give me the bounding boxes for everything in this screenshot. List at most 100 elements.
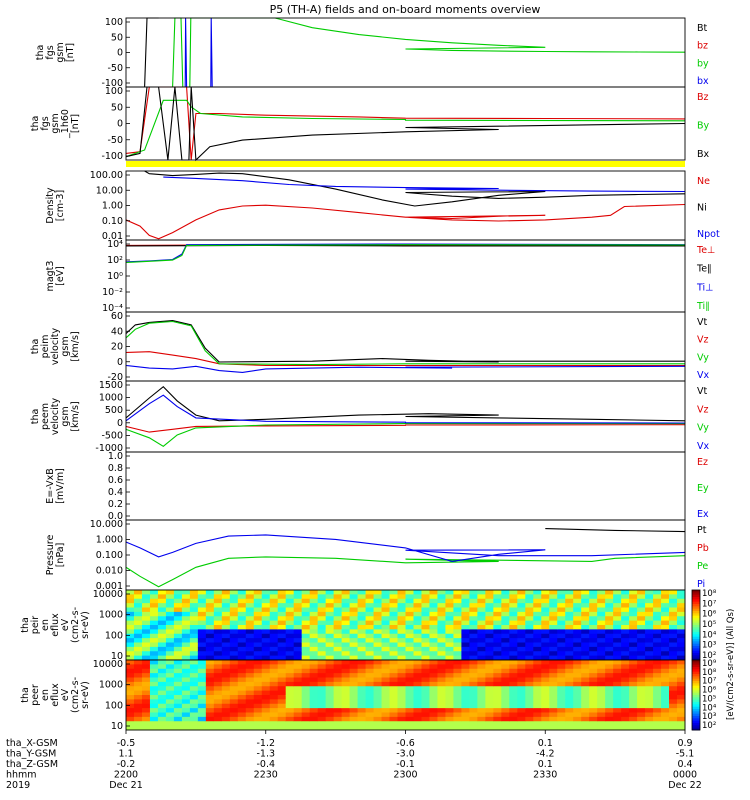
y-axis-label: eV (60, 688, 71, 701)
x-tick-label: 0.1 (538, 759, 553, 770)
y-tick-label: 1.0 (108, 451, 123, 462)
y-tick-label: -100 (101, 78, 123, 89)
x-tick-label: 2230 (254, 770, 278, 781)
y-axis-label: _1h60 (60, 109, 71, 139)
y-tick-label: 0.8 (108, 463, 123, 474)
colorbar-tick-label: 10⁴ (702, 703, 717, 713)
series-ti--line (125, 243, 686, 263)
y-axis-label: [cm-3] (55, 190, 66, 221)
legend-vx: Vx (697, 441, 709, 452)
legend-vz: Vz (697, 404, 709, 415)
y-tick-label: 10.00 (96, 185, 123, 196)
x-tick-label: -3.0 (396, 749, 415, 760)
panel-frame (125, 86, 686, 161)
colorbar-tick-label: 10⁵ (702, 620, 716, 630)
x-row-label: hhmm (6, 770, 37, 781)
legend-pe: Pe (697, 561, 708, 572)
legend-pt: Pt (697, 525, 707, 536)
y-tick-label: 0.2 (108, 499, 123, 510)
y-tick-label: 10.000 (90, 519, 123, 530)
colorbar-tick-label: 10⁷ (702, 599, 717, 609)
y-axis-label: eV (60, 618, 71, 631)
colorbar-label: [eV/(cm2-s-sr-eV)] (All Qs) (726, 609, 736, 720)
legend-ey: Ey (697, 483, 709, 494)
y-axis-label: (cm2-s- (70, 677, 81, 713)
colorbar-tick-label: 10⁶ (702, 610, 717, 620)
series-bt-line (144, 17, 159, 88)
colorbar-tick-label: 10⁵ (702, 694, 716, 704)
y-axis-label: sr-eV) (80, 681, 91, 709)
y-tick-label: -1000 (95, 443, 123, 454)
y-axis-label: gsm (55, 42, 66, 62)
series-bx-line (125, 86, 686, 162)
legend-vt: Vt (697, 317, 707, 328)
spectrogram-ion (126, 590, 686, 661)
legend-te-: Te⊥ (696, 245, 715, 256)
y-axis-label: magt3 (45, 261, 56, 292)
panel-frame (125, 170, 686, 241)
y-tick-label: 0.100 (96, 550, 123, 561)
y-tick-label: 10000 (93, 589, 123, 600)
y-axis-label: [nT] (65, 43, 76, 62)
y-tick-label: -500 (101, 430, 123, 441)
x-tick-label: 0000 (673, 770, 697, 781)
y-axis-label: gsm (60, 336, 71, 356)
y-tick-label: 1.00 (102, 201, 123, 212)
y-tick-label: 10² (107, 255, 123, 266)
y-tick-label: 0.010 (96, 566, 123, 577)
panel-frame (125, 311, 686, 382)
series-bz-line (125, 86, 686, 161)
x-tick-label: -5.1 (676, 749, 695, 760)
y-tick-label: 0 (117, 119, 123, 130)
y-tick-label: 500 (105, 405, 123, 416)
y-axis-label: tha (20, 617, 31, 633)
y-tick-label: -50 (107, 135, 123, 146)
y-axis-label: velocity (50, 398, 61, 436)
legend-ne: Ne (697, 176, 710, 187)
x-row-label: tha_Y-GSM (6, 749, 56, 760)
y-axis-label: gsm (60, 406, 71, 426)
x-tick-label: 2330 (533, 770, 557, 781)
y-axis-label: eflux (50, 683, 61, 707)
series-vx-line (125, 394, 686, 424)
y-axis-label: [nT] (70, 114, 81, 133)
series-vy-line (125, 423, 685, 447)
y-tick-label: 1500 (99, 380, 123, 391)
y-axis-label: fgs (45, 45, 56, 59)
spectrogram-electron (126, 660, 686, 731)
series-vt-line (125, 385, 686, 422)
y-axis-label: tha (30, 339, 41, 355)
legend-bz: bz (697, 41, 708, 52)
y-tick-label: -100 (101, 151, 123, 162)
y-tick-label: 100 (105, 700, 123, 711)
y-tick-label: 0.001 (96, 581, 123, 592)
y-tick-label: 0 (117, 357, 123, 368)
panel-2: 100 50 0 -50 -100 tha fgs gsm _1h60 [nT] Bz By Bx (30, 86, 710, 162)
series-pe-line (125, 555, 686, 588)
y-tick-label: 20 (111, 342, 123, 353)
y-axis-label: peim (40, 335, 51, 359)
series-vy-line (125, 320, 685, 366)
colorbar-tick-label: 10² (702, 651, 716, 661)
y-tick-label: 10⁰ (107, 271, 123, 282)
x-tick-label: 0.4 (677, 759, 692, 770)
x-tick-label: -0.2 (117, 759, 136, 770)
y-tick-label: -20 (107, 372, 123, 383)
x-tick-label: -0.6 (396, 738, 415, 749)
legend-pi: Pi (697, 579, 705, 590)
series-ni-line (144, 170, 686, 207)
y-axis-label: [eV] (55, 266, 66, 286)
y-tick-label: 1000 (99, 680, 123, 691)
colorbar-tick-label: 10⁶ (702, 686, 717, 696)
y-tick-label: 10000 (93, 659, 123, 670)
y-tick-label: 100 (105, 17, 123, 28)
x-tick-label: -0.4 (256, 759, 275, 770)
panel-8: 10.000 1.000 0.100 0.010 0.001 Pressure [nPa] P… (45, 519, 709, 592)
legend-vy: Vy (697, 423, 709, 434)
y-axis-label: eflux (50, 613, 61, 637)
series-by-line (125, 99, 686, 158)
